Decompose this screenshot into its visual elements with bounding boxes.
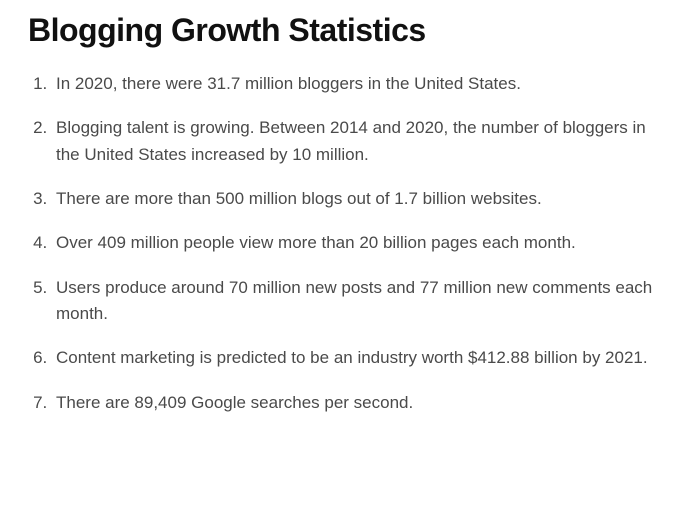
page-container: Blogging Growth Statistics In 2020, ther… xyxy=(0,0,685,452)
list-item: Blogging talent is growing. Between 2014… xyxy=(52,115,657,168)
list-item: Over 409 million people view more than 2… xyxy=(52,230,657,256)
page-title: Blogging Growth Statistics xyxy=(28,12,657,49)
list-item: In 2020, there were 31.7 million blogger… xyxy=(52,71,657,97)
list-item: Users produce around 70 million new post… xyxy=(52,275,657,328)
list-item: There are 89,409 Google searches per sec… xyxy=(52,390,657,416)
stats-list: In 2020, there were 31.7 million blogger… xyxy=(28,71,657,416)
list-item: There are more than 500 million blogs ou… xyxy=(52,186,657,212)
list-item: Content marketing is predicted to be an … xyxy=(52,345,657,371)
